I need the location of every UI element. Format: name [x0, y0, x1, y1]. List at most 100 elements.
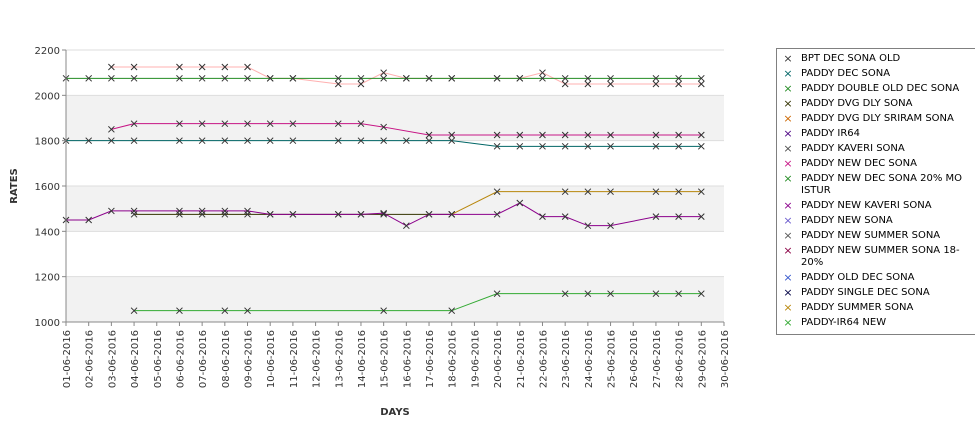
x-tick-label: 13-06-2016: [334, 330, 345, 388]
data-point: [425, 210, 433, 218]
data-point: [244, 63, 251, 71]
legend-item: × PADDY IR64: [777, 128, 975, 140]
data-point: [493, 188, 501, 196]
legend-label: PADDY NEW SUMMER SONA 18-20%: [801, 245, 960, 268]
series: [448, 188, 705, 218]
legend-item: × PADDY DOUBLE OLD DEC SONA: [777, 83, 975, 95]
data-point: [221, 63, 229, 71]
data-point: [493, 131, 501, 139]
x-tick-label: 25-06-2016: [607, 330, 618, 388]
data-point: [108, 74, 115, 82]
grid-band: [66, 95, 724, 141]
data-point: [357, 120, 365, 128]
legend-marker-icon: ×: [783, 286, 793, 299]
data-point: [697, 74, 705, 82]
legend-item: × BPT DEC SONA OLD: [777, 53, 975, 65]
data-point: [221, 307, 229, 315]
data-point: [675, 290, 682, 298]
data-point: [380, 123, 388, 131]
data-point: [607, 142, 614, 150]
x-tick-label: 15-06-2016: [380, 330, 391, 388]
x-tick-label: 12-06-2016: [312, 330, 323, 388]
data-point: [357, 137, 365, 145]
data-point: [539, 69, 546, 77]
legend-label: BPT DEC SONA OLD: [801, 53, 901, 64]
data-point: [380, 137, 388, 145]
data-point: [697, 290, 705, 298]
x-tick-label: 16-06-2016: [402, 330, 413, 388]
data-point: [652, 80, 660, 88]
legend-marker-icon: ×: [783, 301, 793, 314]
data-point: [221, 137, 229, 145]
data-point: [652, 188, 660, 196]
data-point: [607, 80, 614, 88]
x-tick-label: 30-06-2016: [720, 330, 731, 388]
x-tick-label: 04-06-2016: [130, 330, 141, 388]
data-point: [607, 290, 614, 298]
legend-label: PADDY-IR64 NEW: [801, 317, 887, 328]
data-point: [380, 307, 388, 315]
data-point: [380, 69, 388, 77]
legend-marker-icon: ×: [783, 214, 793, 227]
data-point: [334, 210, 342, 218]
data-point: [221, 74, 229, 82]
data-point: [516, 74, 524, 82]
data-point: [176, 74, 183, 82]
legend-label: PADDY DEC SONA: [801, 68, 891, 79]
x-tick-labels: 01-06-2016 02-06-2016 03-06-2016 04-06-2016…: [62, 330, 731, 388]
legend: × BPT DEC SONA OLD × PADDY DEC SONA × PADDY D…: [776, 48, 975, 335]
series: [62, 199, 705, 230]
data-point: [289, 210, 297, 218]
legend-label: PADDY SINGLE DEC SONA: [801, 287, 930, 298]
data-point: [561, 290, 569, 298]
data-point: [266, 137, 274, 145]
legend-label: PADDY DOUBLE OLD DEC SONA: [801, 83, 960, 94]
data-point: [176, 120, 183, 128]
legend-marker-icon: ×: [783, 142, 793, 155]
data-point: [516, 131, 524, 139]
data-point: [493, 74, 501, 82]
data-point: [561, 74, 569, 82]
data-point: [652, 142, 660, 150]
data-point: [561, 213, 569, 220]
data-point: [675, 74, 682, 82]
legend-marker-icon: ×: [783, 157, 793, 170]
data-point: [85, 74, 93, 82]
legend-label: PADDY SUMMER SONA: [801, 302, 914, 313]
legend-marker-icon: ×: [783, 52, 793, 65]
y-tick-label: 1200: [35, 273, 60, 284]
data-point: [244, 307, 251, 315]
data-point: [266, 210, 274, 218]
legend-marker-icon: ×: [783, 97, 793, 110]
y-tick-label: 1000: [35, 318, 60, 329]
data-point: [266, 74, 274, 82]
data-point: [584, 74, 592, 82]
legend-item: × PADDY NEW SUMMER SONA 18-20%: [777, 245, 975, 269]
x-tick-label: 18-06-2016: [448, 330, 459, 388]
data-point: [652, 74, 660, 82]
data-point: [176, 207, 183, 215]
data-point: [448, 137, 456, 145]
x-tick-label: 19-06-2016: [470, 330, 481, 388]
x-tick-label: 20-06-2016: [493, 330, 504, 388]
series: [108, 120, 705, 139]
data-point: [539, 74, 546, 82]
legend-item: × PADDY DVG DLY SONA: [777, 98, 975, 110]
data-point: [652, 213, 660, 220]
data-point: [448, 307, 456, 315]
x-tick-label: 14-06-2016: [357, 330, 368, 388]
data-point: [380, 210, 388, 218]
data-point: [675, 131, 682, 139]
data-point: [108, 125, 115, 133]
y-tick-label: 2000: [35, 91, 60, 102]
y-tick-label: 1600: [35, 182, 60, 193]
legend-label: PADDY IR64: [801, 128, 860, 139]
legend-label: PADDY NEW SONA: [801, 215, 893, 226]
data-point: [402, 137, 410, 145]
data-point: [130, 63, 138, 71]
data-point: [289, 74, 297, 82]
x-tick-label: 02-06-2016: [85, 330, 96, 388]
data-point: [198, 137, 206, 145]
data-point: [697, 80, 705, 88]
